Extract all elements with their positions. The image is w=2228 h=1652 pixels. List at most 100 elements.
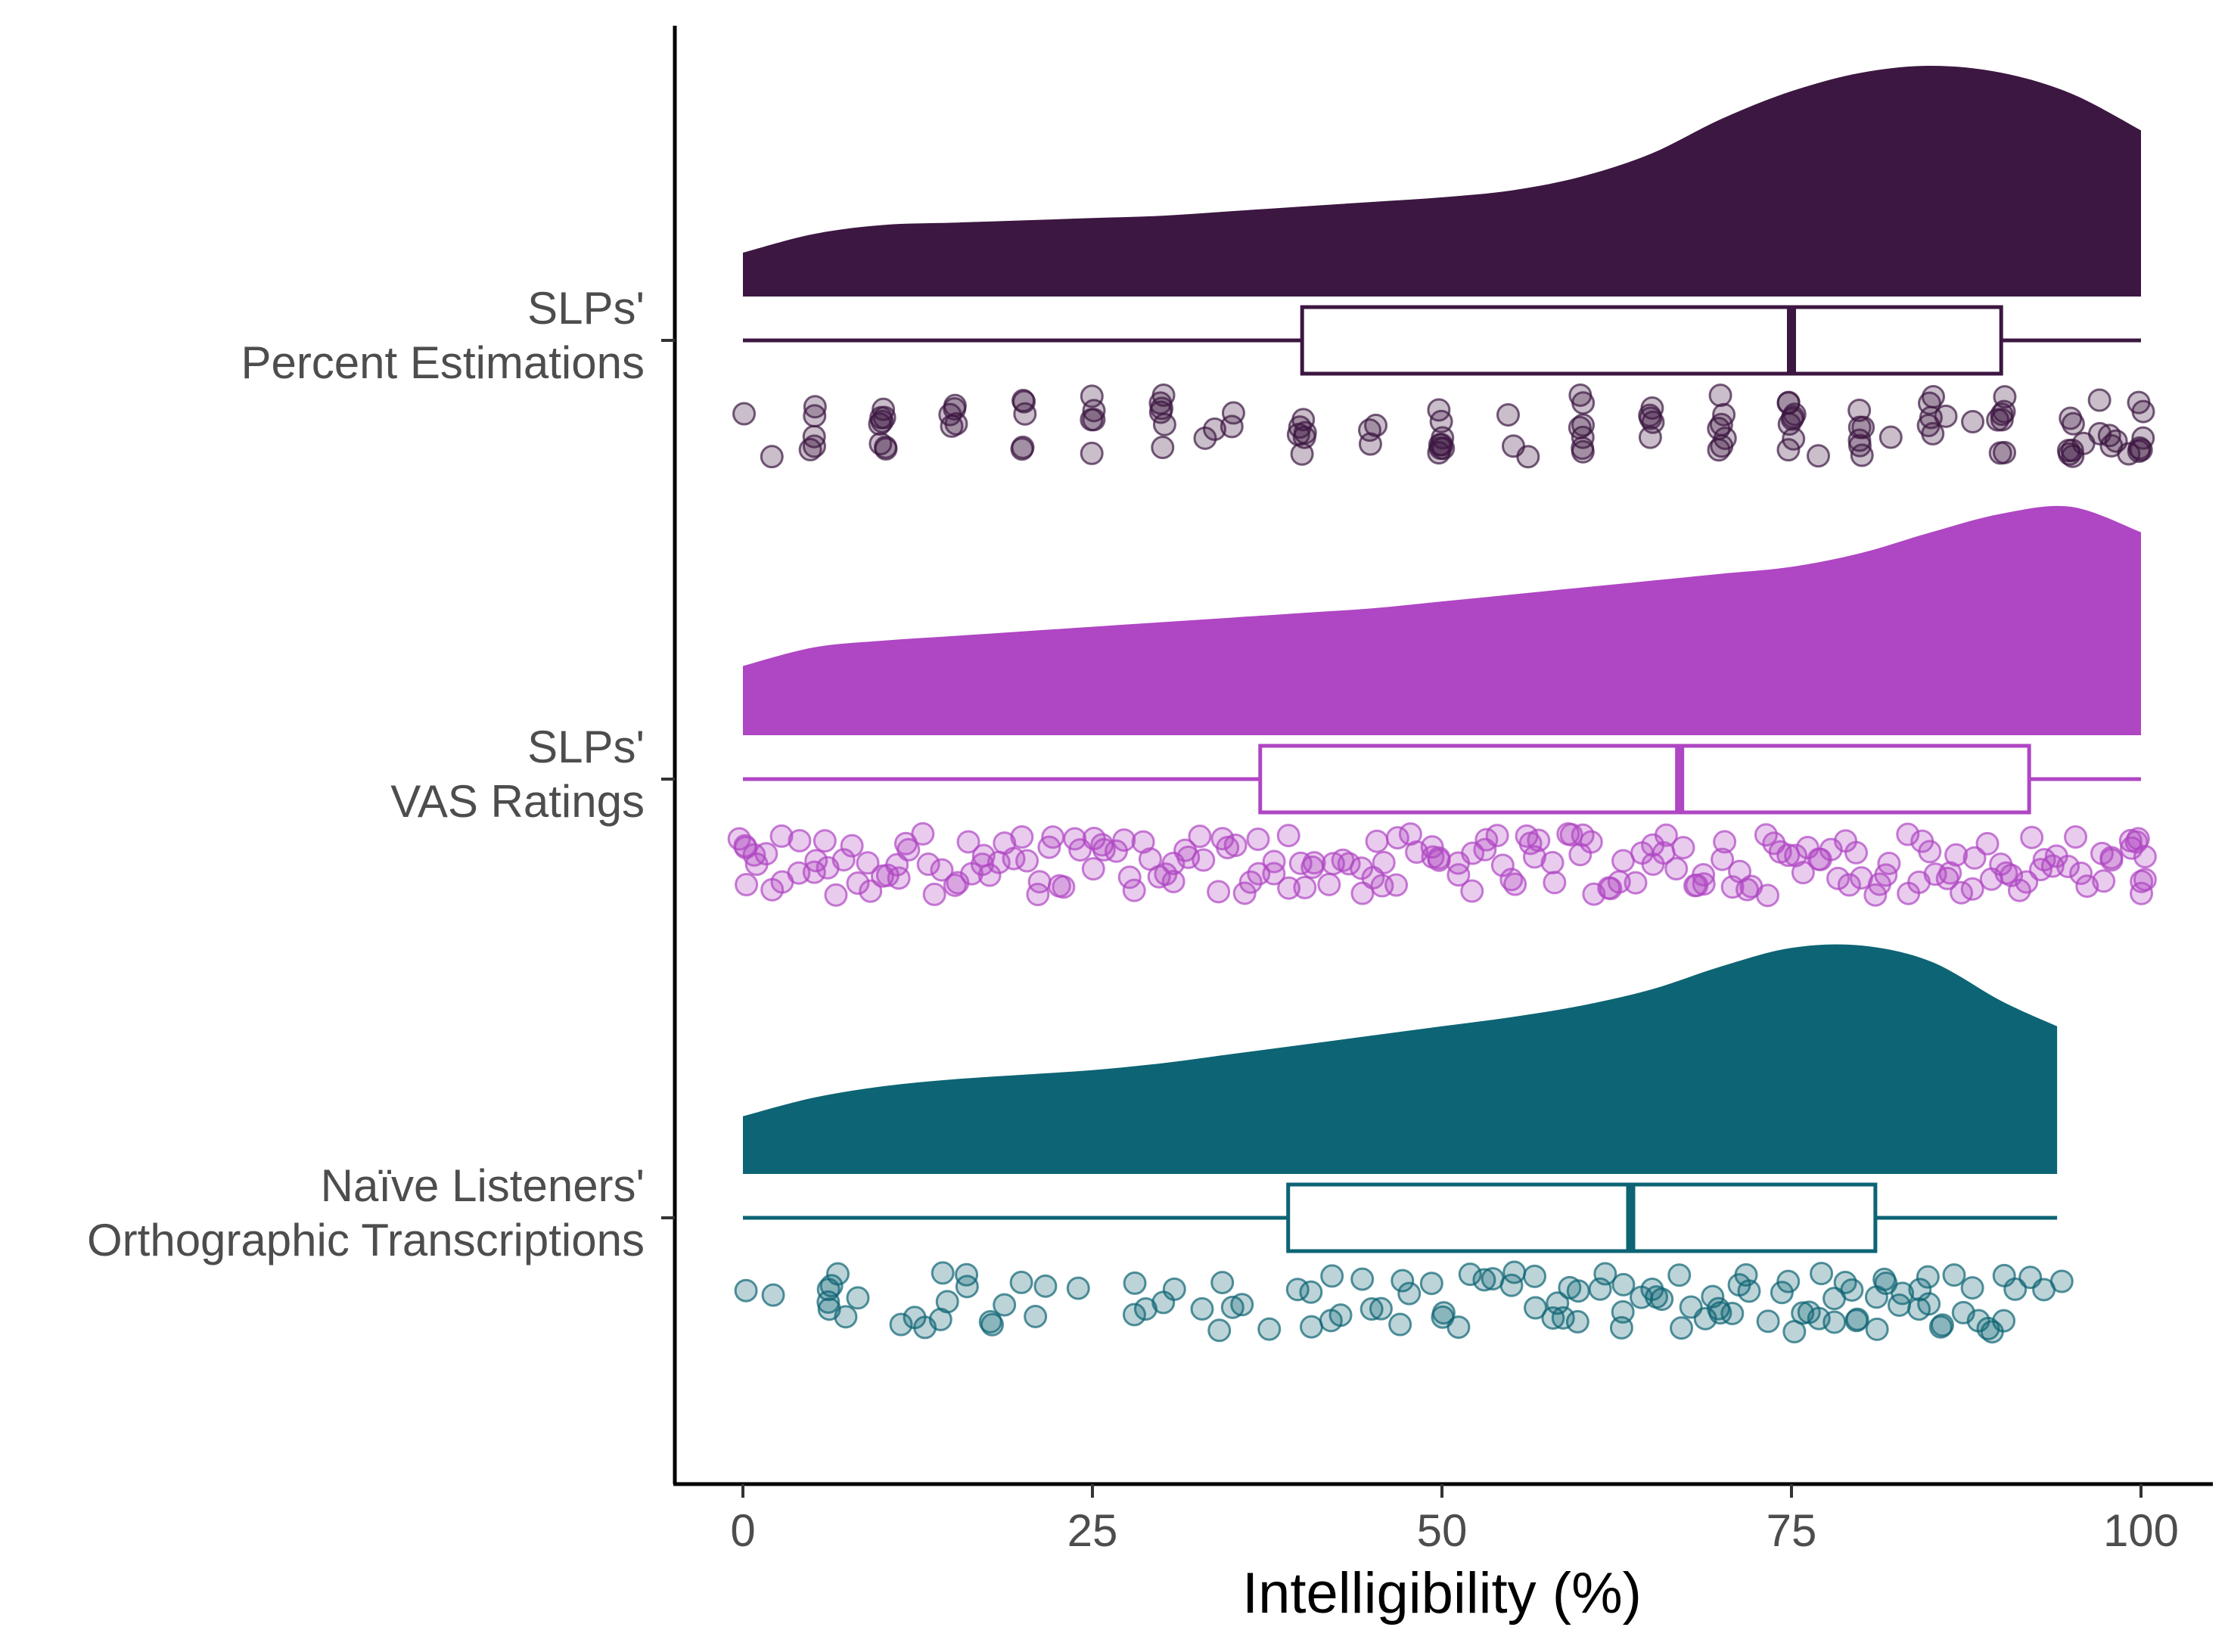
data-point	[1692, 862, 1716, 887]
data-point	[1571, 439, 1595, 464]
data-point	[1896, 822, 1920, 846]
y-category-label-line: Orthographic Transcriptions	[87, 1215, 645, 1265]
data-point	[1776, 438, 1801, 462]
data-point	[856, 851, 880, 875]
data-point	[1527, 828, 1551, 852]
data-point	[1975, 831, 2000, 856]
data-point	[1161, 869, 1185, 893]
data-point	[1365, 829, 1389, 853]
density-cloud-slp-percent	[743, 66, 2141, 297]
data-point	[1299, 1315, 1323, 1339]
data-point	[1210, 1271, 1235, 1295]
data-point	[831, 848, 856, 872]
data-point	[1878, 425, 1903, 449]
points-slp-percent	[732, 383, 2155, 469]
data-point	[1117, 865, 1142, 890]
data-point	[1207, 1318, 1232, 1343]
density-clouds	[743, 66, 2141, 1174]
data-point	[1516, 445, 1540, 469]
data-point	[1638, 403, 1662, 427]
data-point	[2049, 1269, 2074, 1293]
x-tick-label: 100	[2103, 1505, 2179, 1556]
x-tick-label: 25	[1067, 1505, 1118, 1556]
data-point	[1720, 1301, 1745, 1325]
boxplots	[743, 305, 2141, 1253]
data-point	[1052, 875, 1076, 899]
data-point	[1960, 1276, 1984, 1300]
data-point	[1372, 850, 1396, 874]
boxplot-slp-vas	[743, 744, 2141, 815]
data-point	[1960, 877, 1984, 901]
data-point	[1112, 828, 1136, 852]
data-point	[1123, 1271, 1147, 1295]
data-point	[1460, 879, 1484, 903]
data-point	[1540, 850, 1565, 874]
data-point	[955, 1262, 979, 1287]
data-point	[1446, 863, 1471, 887]
data-point	[2061, 411, 2085, 436]
data-point	[1918, 840, 1942, 864]
data-point	[1080, 384, 1104, 408]
data-point	[1041, 825, 1065, 849]
jitter-points	[727, 383, 2157, 1344]
data-point	[1192, 848, 1216, 872]
data-point	[802, 860, 826, 884]
data-point	[1122, 1303, 1146, 1327]
data-point	[788, 828, 812, 852]
data-point	[760, 445, 784, 469]
data-point	[955, 1275, 979, 1299]
data-point	[1246, 827, 1270, 851]
data-point	[1262, 862, 1286, 886]
data-point	[1499, 868, 1524, 892]
y-category-label-line: SLPs'	[527, 283, 645, 334]
y-category-label-line: VAS Ratings	[390, 776, 645, 827]
data-point	[1961, 410, 1985, 434]
data-point	[1385, 826, 1409, 850]
data-point	[1571, 413, 1596, 437]
data-point	[1579, 830, 1603, 854]
data-point	[1737, 1279, 1761, 1303]
data-point	[1090, 833, 1114, 857]
data-point	[1664, 856, 1689, 880]
data-point	[1993, 385, 2017, 409]
data-point	[1207, 880, 1231, 904]
data-point	[1277, 876, 1301, 900]
data-point	[1844, 840, 1869, 865]
data-point	[1711, 847, 1735, 871]
data-point	[1188, 824, 1212, 849]
data-point	[1230, 1293, 1254, 1317]
data-point	[802, 434, 826, 458]
data-point	[1262, 849, 1286, 874]
data-point	[769, 824, 794, 848]
data-point	[1190, 1296, 1214, 1321]
data-point	[1232, 881, 1257, 905]
data-point	[1650, 1287, 1674, 1312]
data-point	[911, 821, 935, 846]
data-point	[813, 829, 837, 853]
data-point	[993, 1293, 1017, 1317]
data-point	[870, 409, 894, 433]
data-point	[1131, 830, 1155, 854]
data-point	[1770, 1281, 1794, 1305]
data-point	[1944, 843, 1969, 867]
data-point	[2131, 426, 2155, 450]
data-point	[1707, 438, 1731, 462]
data-point	[1756, 1309, 1780, 1334]
data-point	[1833, 1270, 1857, 1294]
data-point	[1523, 1264, 1547, 1288]
data-point	[803, 395, 827, 419]
data-point	[1877, 851, 1901, 875]
data-point	[1384, 873, 1409, 897]
data-point	[1776, 1269, 1801, 1293]
points-slp-vas	[727, 821, 2157, 908]
y-category-label-line: SLPs'	[527, 722, 645, 772]
data-point	[2087, 388, 2111, 412]
data-point	[1203, 417, 1227, 441]
data-point	[1427, 846, 1451, 870]
data-point	[1670, 1316, 1694, 1340]
data-point	[1810, 1262, 1834, 1286]
data-point	[1033, 1274, 1058, 1298]
y-category-label-line: Naïve Listeners'	[321, 1160, 645, 1211]
data-point	[754, 842, 778, 866]
data-point	[887, 866, 911, 890]
